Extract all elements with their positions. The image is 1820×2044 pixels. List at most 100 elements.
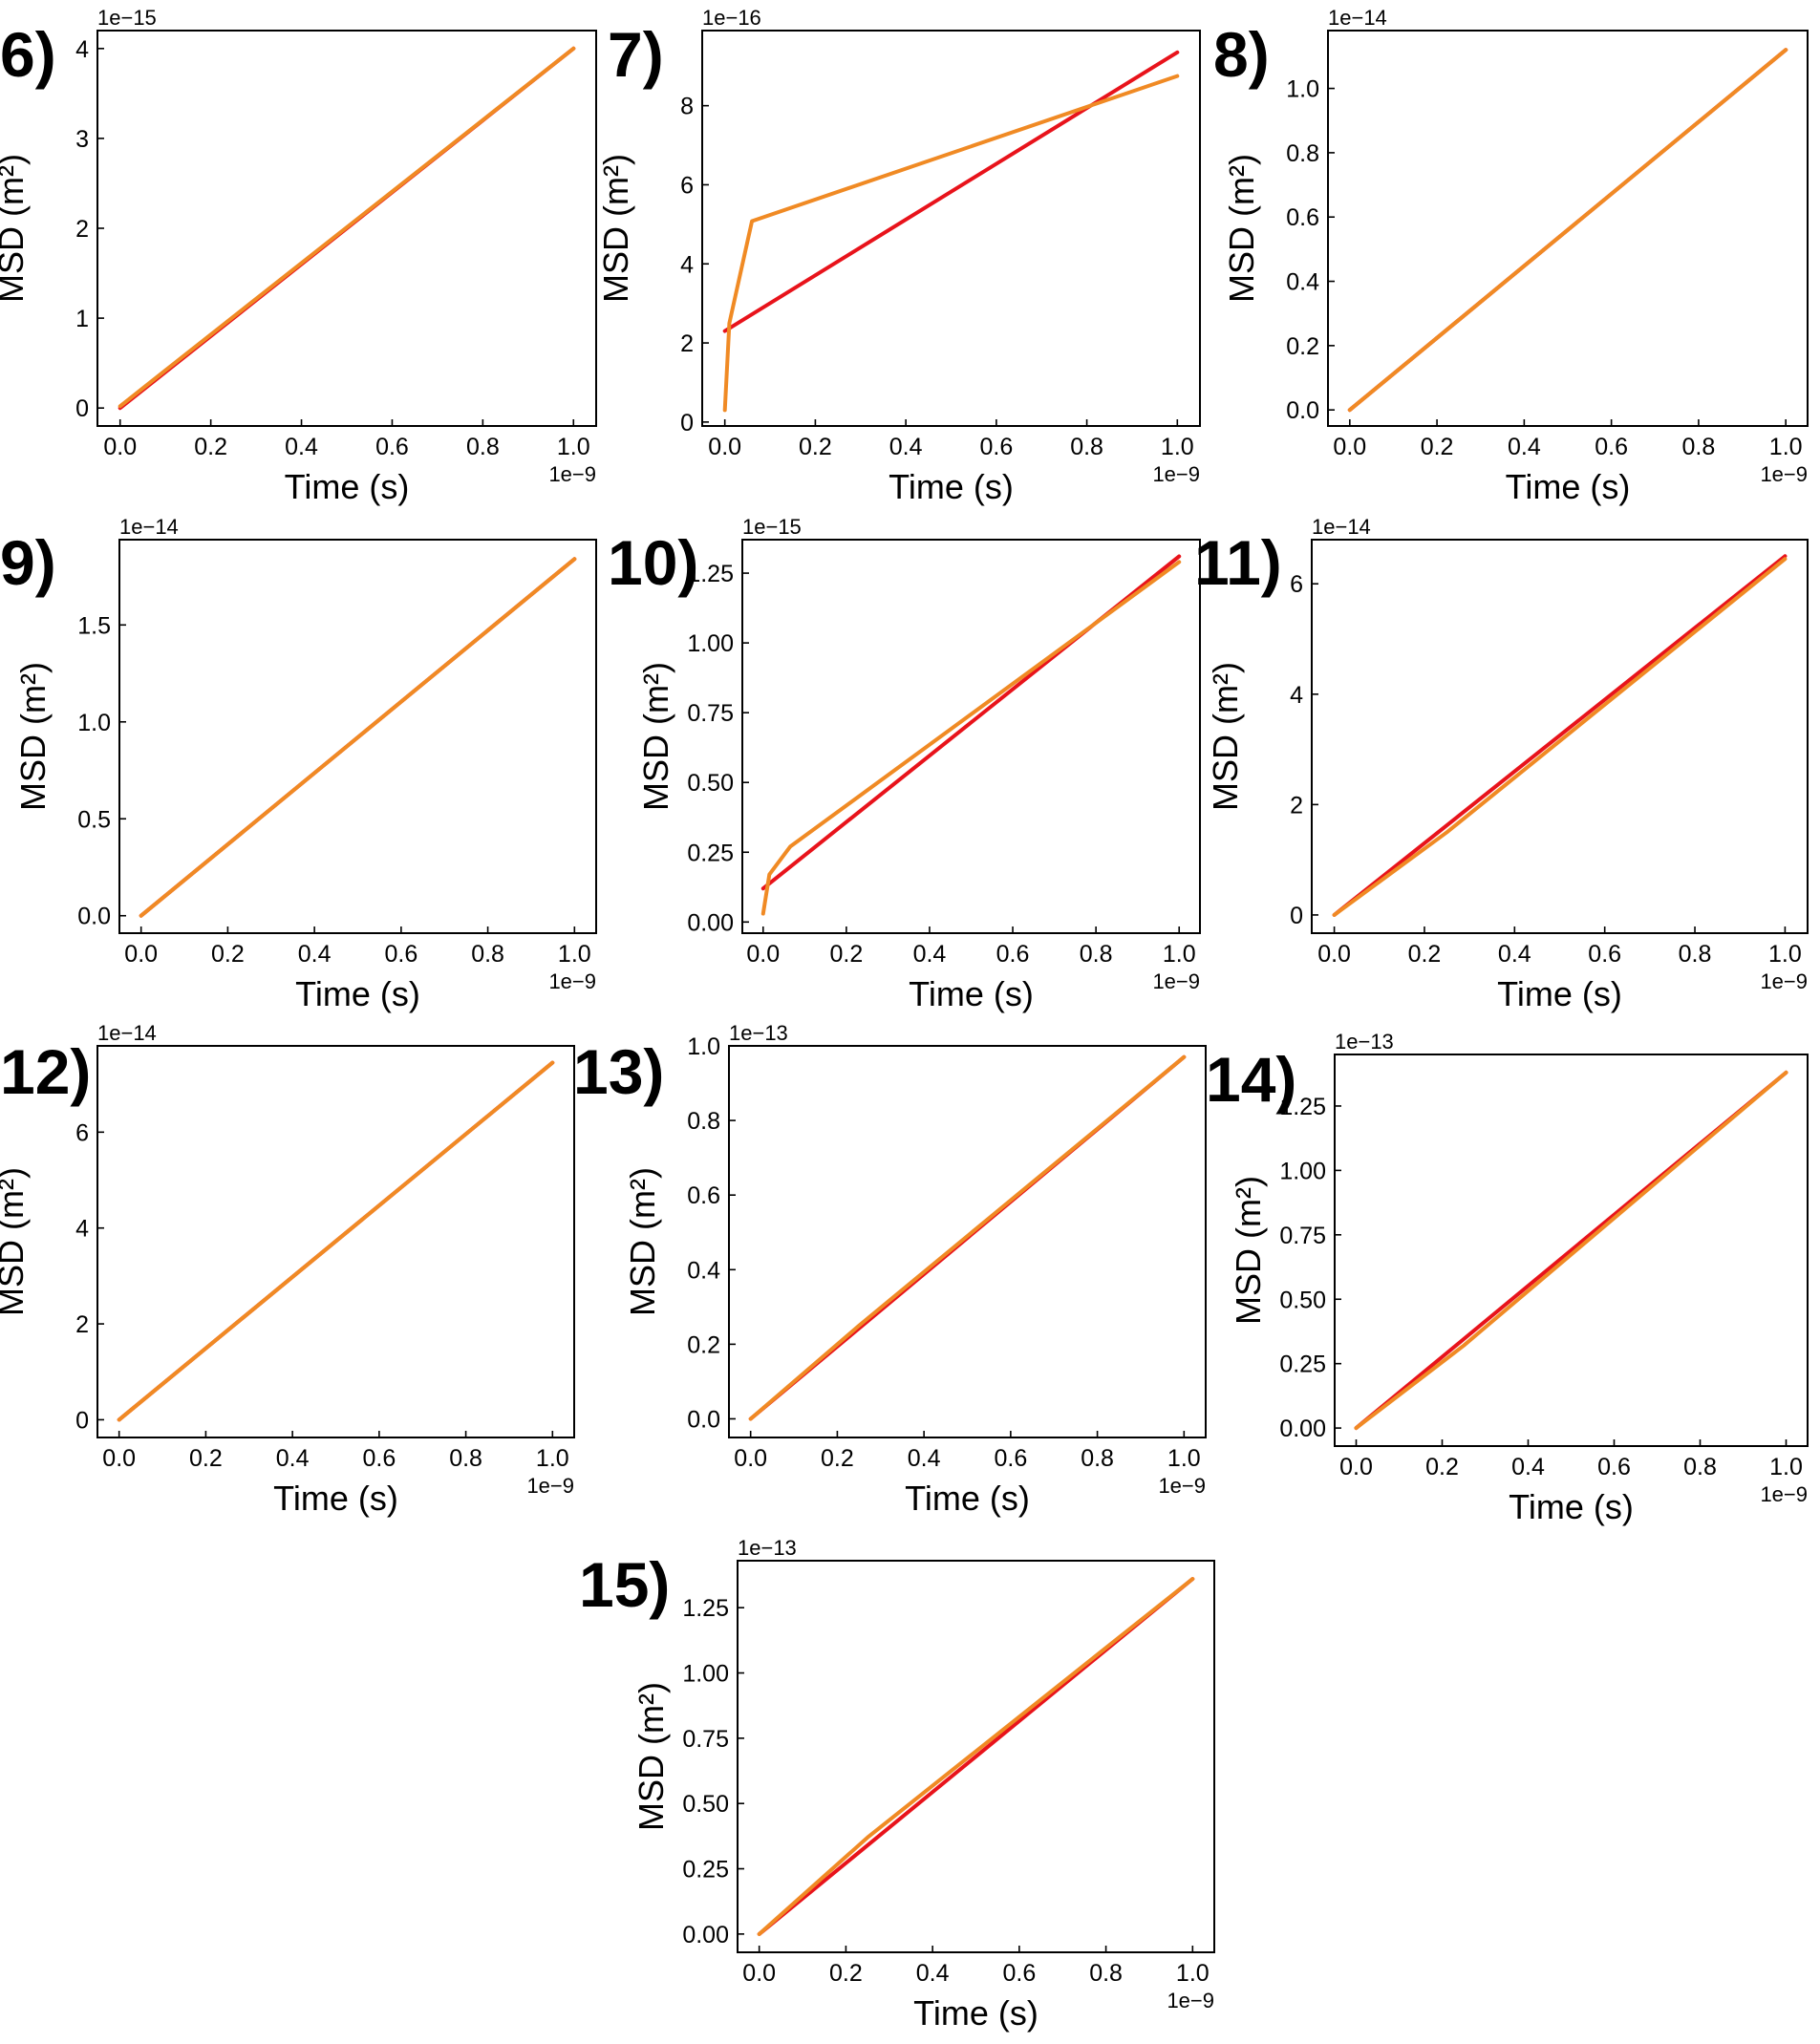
y-offset-label: 1e−15 <box>97 6 157 30</box>
y-axis-label: MSD (m²) <box>13 662 53 811</box>
y-tick-label: 1.25 <box>687 561 734 587</box>
x-tick-label: 0.6 <box>384 941 418 968</box>
x-tick-label: 0.2 <box>211 941 245 968</box>
x-tick-label: 0.4 <box>1511 1454 1545 1480</box>
panel-number-label: 6) <box>0 19 56 90</box>
x-tick-label: 1.0 <box>558 941 591 968</box>
y-tick-label: 0.75 <box>687 700 734 727</box>
x-tick-label: 0.0 <box>124 941 158 968</box>
chart-panel: 0.0 0.2 0.4 0.6 0.8 1.0 0.0 0.5 1.0 1.5 1e−14 1e−9 T… <box>0 515 597 1013</box>
x-axis-label: Time (s) <box>905 1479 1030 1518</box>
y-tick-label: 4 <box>680 251 694 278</box>
x-tick-label: 0.8 <box>1679 941 1712 968</box>
panel-number-label: 9) <box>0 527 56 598</box>
x-tick-label: 1.0 <box>1769 434 1803 460</box>
y-tick-label: 6 <box>1290 571 1303 598</box>
plot-frame <box>728 1045 1207 1438</box>
plot-frame <box>1334 1054 1809 1447</box>
y-axis-label: MSD (m²) <box>1222 154 1261 303</box>
y-axis-label: MSD (m²) <box>1206 662 1245 811</box>
x-offset-label: 1e−9 <box>1152 969 1200 993</box>
y-tick-label: 0 <box>680 410 694 436</box>
series-line-red <box>722 50 1180 333</box>
y-tick-label: 2 <box>75 1311 89 1338</box>
x-offset-label: 1e−9 <box>1760 1482 1808 1506</box>
y-offset-label: 1e−15 <box>742 515 802 539</box>
series-line-red <box>1332 554 1788 917</box>
x-tick-label: 0.0 <box>746 941 780 968</box>
x-tick-label: 0.0 <box>102 1445 136 1472</box>
y-axis-label: MSD (m²) <box>0 1167 31 1316</box>
x-tick-label: 0.8 <box>1081 1445 1114 1472</box>
y-axis-label: MSD (m²) <box>0 154 31 303</box>
chart-panel: 0.0 0.2 0.4 0.6 0.8 1.0 0.0 0.2 0.4 0.6 0.8 1.0 1e−1… <box>573 1021 1207 1518</box>
y-tick-label: 0.0 <box>1286 397 1319 424</box>
y-tick-label: 0.8 <box>687 1108 720 1135</box>
x-tick-label: 0.6 <box>996 941 1030 968</box>
y-tick-label: 0.50 <box>687 770 734 797</box>
plot-frame <box>118 539 597 934</box>
x-tick-label: 1.0 <box>1167 1445 1201 1472</box>
x-tick-label: 0.6 <box>979 434 1013 460</box>
x-tick-label: 1.0 <box>1769 1454 1803 1480</box>
x-offset-label: 1e−9 <box>1760 969 1808 993</box>
x-tick-label: 0.6 <box>375 434 409 460</box>
x-axis-label: Time (s) <box>889 467 1014 506</box>
y-tick-label: 2 <box>680 330 694 357</box>
x-tick-label: 0.6 <box>1588 941 1621 968</box>
x-tick-label: 0.4 <box>1498 941 1531 968</box>
x-axis-label: Time (s) <box>295 974 420 1013</box>
y-tick-label: 0.00 <box>682 1922 729 1948</box>
y-tick-label: 0.00 <box>687 909 734 936</box>
plot-frame <box>701 30 1201 427</box>
x-tick-label: 0.4 <box>276 1445 310 1472</box>
y-tick-label: 4 <box>75 36 89 63</box>
y-tick-label: 0 <box>75 1407 89 1434</box>
series-line-orange <box>1354 1070 1788 1431</box>
chart-panel: 0.0 0.2 0.4 0.6 0.8 1.0 0 1 2 3 4 1e−15 1e−9 Time (s)… <box>0 6 597 506</box>
y-tick-label: 0.75 <box>1279 1223 1326 1249</box>
y-tick-label: 0.2 <box>1286 333 1319 360</box>
x-tick-label: 0.0 <box>708 434 741 460</box>
y-tick-label: 0.50 <box>1279 1287 1326 1313</box>
y-axis-label: MSD (m²) <box>632 1682 671 1831</box>
x-tick-label: 1.0 <box>536 1445 569 1472</box>
x-tick-label: 0.2 <box>189 1445 223 1472</box>
x-tick-label: 0.4 <box>913 941 947 968</box>
x-tick-label: 1.0 <box>1161 434 1194 460</box>
y-tick-label: 0.4 <box>1286 269 1319 296</box>
plot-frame <box>96 1045 575 1438</box>
series-group <box>757 1577 1195 1936</box>
plot-frame <box>741 539 1201 934</box>
y-offset-label: 1e−13 <box>738 1536 797 1560</box>
x-tick-label: 0.2 <box>1408 941 1442 968</box>
y-tick-label: 0.8 <box>1286 140 1319 167</box>
y-axis-label: MSD (m²) <box>623 1167 662 1316</box>
x-tick-label: 0.8 <box>1070 434 1103 460</box>
panel-number-label: 11) <box>1194 527 1282 598</box>
x-axis-label: Time (s) <box>1506 467 1631 506</box>
x-tick-label: 0.4 <box>285 434 318 460</box>
x-tick-label: 1.0 <box>1176 1960 1210 1987</box>
chart-panel: 0.0 0.2 0.4 0.6 0.8 1.0 0 2 4 6 1e−14 1e−9 Time (s) M… <box>0 1021 575 1518</box>
series-line-orange <box>760 560 1182 916</box>
x-tick-label: 0.6 <box>1597 1454 1631 1480</box>
y-tick-label: 8 <box>680 94 694 120</box>
y-tick-label: 1.00 <box>682 1661 729 1688</box>
series-group <box>1347 48 1788 413</box>
y-offset-label: 1e−13 <box>729 1021 788 1045</box>
y-tick-label: 0.0 <box>687 1406 720 1433</box>
y-tick-label: 1.25 <box>682 1595 729 1622</box>
x-offset-label: 1e−9 <box>526 1474 574 1498</box>
x-axis-label: Time (s) <box>913 1993 1038 2033</box>
x-tick-label: 0.6 <box>1002 1960 1036 1987</box>
y-axis-label: MSD (m²) <box>1229 1176 1268 1325</box>
x-tick-label: 0.8 <box>449 1445 482 1472</box>
chart-panel: 0.0 0.2 0.4 0.6 0.8 1.0 0 2 4 6 8 1e−16 1e−9 Time (s)… <box>596 6 1201 506</box>
series-group <box>139 557 577 918</box>
y-offset-label: 1e−16 <box>702 6 761 30</box>
x-tick-label: 1.0 <box>1163 941 1196 968</box>
x-tick-label: 0.2 <box>821 1445 854 1472</box>
series-line-orange <box>757 1577 1195 1936</box>
